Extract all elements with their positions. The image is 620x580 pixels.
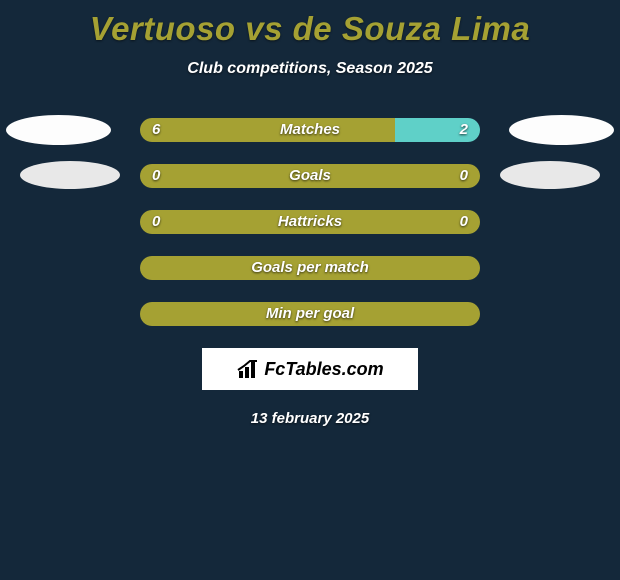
page-title: Vertuoso vs de Souza Lima bbox=[0, 10, 620, 48]
date-line: 13 february 2025 bbox=[0, 410, 620, 427]
player-left-ellipse bbox=[6, 115, 111, 145]
stat-row-matches: 6 Matches 2 bbox=[0, 118, 620, 142]
player-left-ellipse bbox=[20, 161, 120, 189]
player-right-ellipse bbox=[509, 115, 614, 145]
stat-value-right: 2 bbox=[460, 118, 468, 142]
stat-bar: 0 Goals 0 bbox=[140, 164, 480, 188]
bar-chart-icon bbox=[236, 357, 260, 381]
stat-value-right: 0 bbox=[460, 164, 468, 188]
stat-label: Goals bbox=[140, 164, 480, 188]
stat-row-hattricks: 0 Hattricks 0 bbox=[0, 210, 620, 234]
stat-label: Matches bbox=[140, 118, 480, 142]
stat-rows: 6 Matches 2 0 Goals 0 0 Hattricks bbox=[0, 118, 620, 326]
stat-bar: Min per goal bbox=[140, 302, 480, 326]
source-logo: FcTables.com bbox=[202, 348, 418, 390]
stat-label: Hattricks bbox=[140, 210, 480, 234]
stat-label: Min per goal bbox=[140, 302, 480, 326]
source-logo-text: FcTables.com bbox=[264, 359, 383, 380]
stat-row-goals-per-match: Goals per match bbox=[0, 256, 620, 280]
stat-bar: 0 Hattricks 0 bbox=[140, 210, 480, 234]
subtitle: Club competitions, Season 2025 bbox=[0, 60, 620, 78]
h2h-infographic: Vertuoso vs de Souza Lima Club competiti… bbox=[0, 10, 620, 427]
stat-value-right: 0 bbox=[460, 210, 468, 234]
stat-row-goals: 0 Goals 0 bbox=[0, 164, 620, 188]
stat-label: Goals per match bbox=[140, 256, 480, 280]
stat-bar: Goals per match bbox=[140, 256, 480, 280]
stat-bar: 6 Matches 2 bbox=[140, 118, 480, 142]
stat-row-min-per-goal: Min per goal bbox=[0, 302, 620, 326]
player-right-ellipse bbox=[500, 161, 600, 189]
